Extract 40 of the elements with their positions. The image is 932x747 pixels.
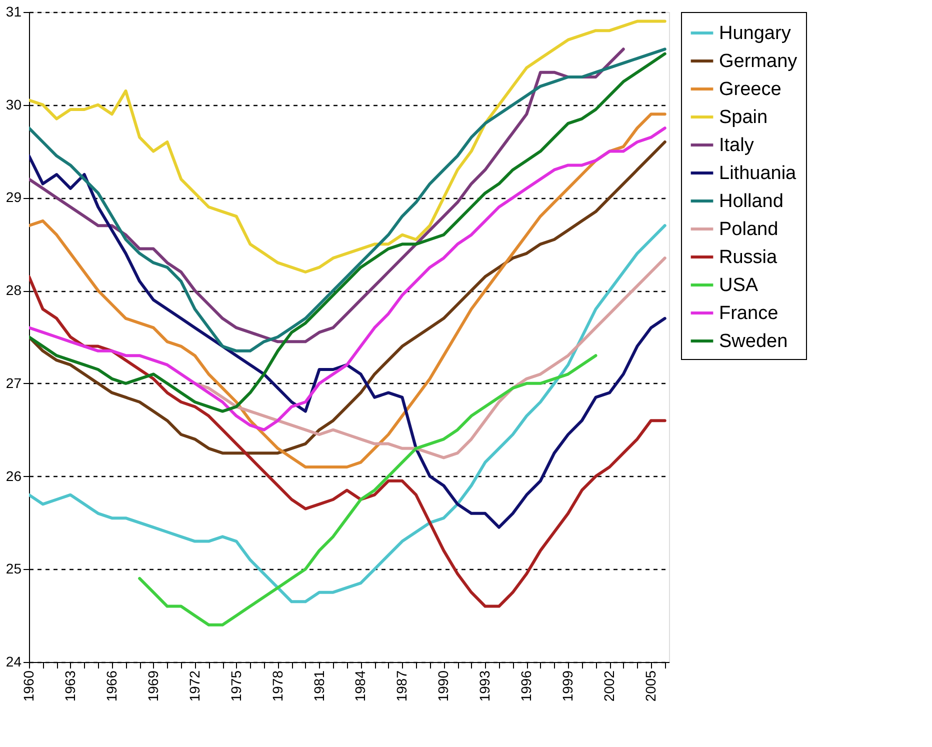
x-tick-label: 1963 <box>62 670 78 702</box>
legend-label: Greece <box>719 79 782 100</box>
line-series <box>29 154 666 529</box>
x-tick-label: 1987 <box>394 670 410 702</box>
y-tick-label: 25 <box>6 560 22 577</box>
line-series <box>29 20 666 274</box>
legend-label: Germany <box>719 51 798 72</box>
legend-label: Poland <box>719 219 778 240</box>
x-tick-label: 1978 <box>269 670 286 702</box>
x-tick-label: 1969 <box>144 670 161 702</box>
y-tick-label: 29 <box>6 189 22 206</box>
line-series <box>138 354 598 626</box>
y-tick-label: 28 <box>6 282 22 298</box>
x-tick-label: 1975 <box>228 670 244 702</box>
legend-label: Holland <box>719 191 784 212</box>
x-tick-label: 1996 <box>518 670 534 702</box>
legend-label: Lithuania <box>719 163 797 184</box>
legend-label: France <box>719 303 778 324</box>
legend-label: Sweden <box>719 331 788 352</box>
x-tick-label: 1990 <box>435 670 452 702</box>
legend-label: Spain <box>719 107 768 128</box>
legend-label: USA <box>719 275 758 296</box>
x-tick-label: 1972 <box>186 670 202 702</box>
legend-label: Russia <box>719 247 778 268</box>
x-tick-label: 1984 <box>352 670 368 702</box>
x-tick-label: 1993 <box>476 670 493 702</box>
x-tick-label: 1981 <box>310 670 327 702</box>
y-tick-label: 27 <box>6 374 22 391</box>
legend-label: Italy <box>719 135 754 156</box>
y-tick-label: 26 <box>6 468 22 484</box>
x-tick-label: 2002 <box>601 670 618 702</box>
y-tick-label: 30 <box>6 96 22 112</box>
x-tick-label: 2005 <box>642 670 659 702</box>
x-tick-label: 1999 <box>560 670 576 702</box>
line-series <box>29 52 666 413</box>
y-tick-label: 24 <box>6 654 22 670</box>
x-tick-label: 1966 <box>103 670 120 702</box>
x-tick-label: 1960 <box>20 670 36 702</box>
legend-label: Hungary <box>719 23 792 44</box>
y-tick-label: 31 <box>6 4 22 20</box>
